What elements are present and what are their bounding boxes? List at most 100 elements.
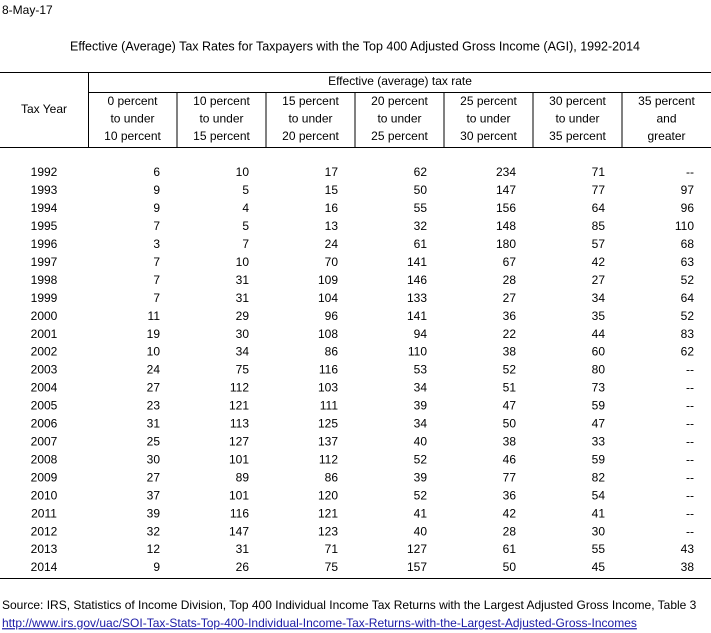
column-header: to under bbox=[466, 112, 510, 126]
value-cell: 45 bbox=[592, 560, 606, 574]
value-cell: 127 bbox=[229, 434, 249, 448]
value-cell: 34 bbox=[414, 381, 428, 395]
value-cell: 109 bbox=[318, 273, 338, 287]
value-cell: 47 bbox=[592, 417, 606, 431]
value-cell: 70 bbox=[325, 255, 339, 269]
value-cell: 64 bbox=[681, 291, 695, 305]
value-cell: 75 bbox=[236, 363, 250, 377]
value-cell: 36 bbox=[503, 309, 517, 323]
year-cell: 1993 bbox=[31, 183, 58, 197]
value-cell: 39 bbox=[414, 470, 428, 484]
value-cell: 101 bbox=[229, 488, 249, 502]
value-cell: 52 bbox=[414, 452, 428, 466]
column-header: 35 percent bbox=[549, 129, 606, 143]
value-cell: 120 bbox=[318, 488, 338, 502]
value-cell: 12 bbox=[147, 542, 161, 556]
value-cell: 104 bbox=[318, 291, 338, 305]
value-cell: 42 bbox=[503, 506, 517, 520]
value-cell: 50 bbox=[503, 417, 517, 431]
value-cell: 27 bbox=[503, 291, 517, 305]
value-cell: 31 bbox=[236, 291, 250, 305]
value-cell: 113 bbox=[230, 417, 249, 431]
value-cell: 125 bbox=[318, 417, 338, 431]
value-cell: 27 bbox=[592, 273, 606, 287]
value-cell: 89 bbox=[236, 470, 250, 484]
value-cell: 38 bbox=[503, 345, 517, 359]
year-cell: 2006 bbox=[31, 417, 58, 431]
value-cell: 55 bbox=[592, 542, 606, 556]
value-cell: 147 bbox=[229, 524, 249, 538]
value-cell: 7 bbox=[153, 273, 160, 287]
year-cell: 2010 bbox=[31, 488, 58, 502]
column-header: 25 percent bbox=[460, 94, 517, 108]
value-cell: 26 bbox=[236, 560, 250, 574]
value-cell: 54 bbox=[592, 488, 606, 502]
value-cell: 50 bbox=[414, 183, 428, 197]
value-cell: 31 bbox=[236, 273, 250, 287]
value-cell: 5 bbox=[242, 219, 249, 233]
column-header: 0 percent bbox=[107, 94, 158, 108]
value-cell: 61 bbox=[503, 542, 517, 556]
value-cell: 111 bbox=[320, 399, 339, 413]
value-cell: 108 bbox=[318, 327, 338, 341]
column-header: 15 percent bbox=[193, 129, 250, 143]
value-cell: 37 bbox=[147, 488, 161, 502]
column-header: greater bbox=[647, 129, 685, 143]
source-url[interactable]: http://www.irs.gov/uac/SOI-Tax-Stats-Top… bbox=[2, 616, 637, 630]
value-cell: -- bbox=[686, 363, 694, 377]
value-cell: 51 bbox=[503, 381, 517, 395]
value-cell: 121 bbox=[318, 506, 338, 520]
value-cell: 24 bbox=[325, 237, 339, 251]
column-header: 15 percent bbox=[282, 94, 339, 108]
value-cell: 52 bbox=[681, 273, 695, 287]
value-cell: 39 bbox=[147, 506, 161, 520]
value-cell: 15 bbox=[325, 183, 339, 197]
value-cell: 101 bbox=[229, 452, 249, 466]
value-cell: 7 bbox=[153, 219, 160, 233]
value-cell: 59 bbox=[592, 452, 606, 466]
value-cell: 11 bbox=[148, 309, 161, 323]
value-cell: 61 bbox=[414, 237, 428, 251]
value-cell: 23 bbox=[147, 399, 161, 413]
value-cell: 35 bbox=[592, 309, 606, 323]
value-cell: 63 bbox=[681, 255, 695, 269]
value-cell: 36 bbox=[503, 488, 517, 502]
year-cell: 2009 bbox=[31, 470, 58, 484]
value-cell: 80 bbox=[592, 363, 606, 377]
value-cell: 7 bbox=[153, 291, 160, 305]
value-cell: 71 bbox=[592, 165, 606, 179]
value-cell: 67 bbox=[503, 255, 517, 269]
column-header: to under bbox=[555, 112, 599, 126]
value-cell: -- bbox=[686, 488, 694, 502]
value-cell: 30 bbox=[236, 327, 250, 341]
value-cell: 34 bbox=[236, 345, 250, 359]
value-cell: 82 bbox=[592, 470, 606, 484]
value-cell: 86 bbox=[325, 345, 339, 359]
value-cell: 7 bbox=[153, 255, 160, 269]
value-cell: 38 bbox=[681, 560, 695, 574]
value-cell: 9 bbox=[153, 201, 160, 215]
value-cell: 27 bbox=[147, 470, 161, 484]
value-cell: 86 bbox=[325, 470, 339, 484]
value-cell: -- bbox=[686, 434, 694, 448]
year-cell: 2014 bbox=[31, 560, 58, 574]
year-cell: 1995 bbox=[31, 219, 58, 233]
column-header: to under bbox=[288, 112, 332, 126]
value-cell: 28 bbox=[503, 524, 517, 538]
column-header: to under bbox=[199, 112, 243, 126]
column-header: to under bbox=[110, 112, 154, 126]
value-cell: 30 bbox=[147, 452, 161, 466]
value-cell: 22 bbox=[503, 327, 517, 341]
value-cell: 32 bbox=[414, 219, 428, 233]
year-cell: 1994 bbox=[31, 201, 58, 215]
value-cell: -- bbox=[686, 470, 694, 484]
value-cell: 46 bbox=[503, 452, 517, 466]
year-cell: 1992 bbox=[31, 165, 58, 179]
value-cell: 40 bbox=[414, 524, 428, 538]
value-cell: 50 bbox=[503, 560, 517, 574]
year-cell: 2003 bbox=[31, 363, 58, 377]
value-cell: 234 bbox=[496, 165, 516, 179]
column-header: and bbox=[656, 112, 676, 126]
value-cell: 137 bbox=[318, 434, 338, 448]
